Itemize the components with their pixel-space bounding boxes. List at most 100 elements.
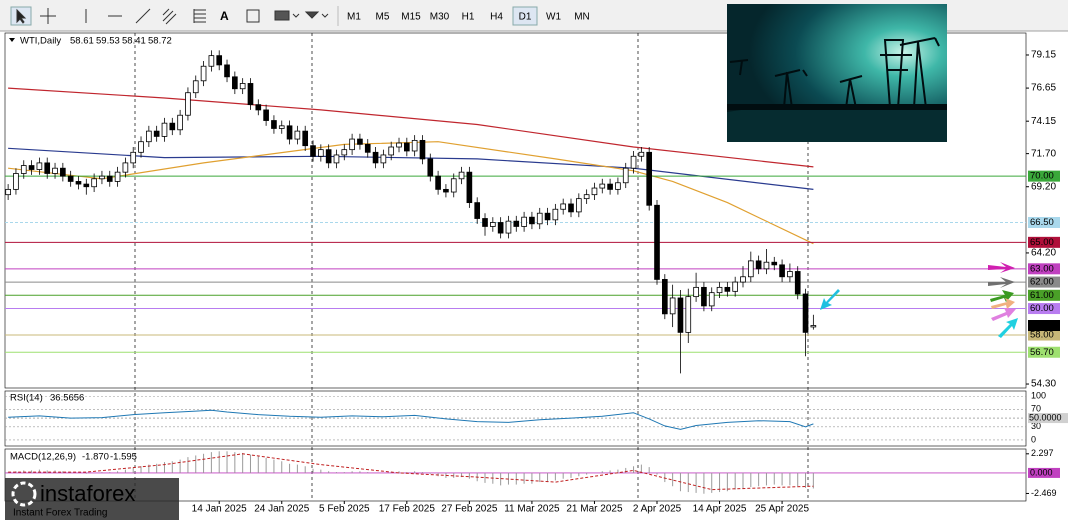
x-tick-label: 11 Mar 2025 bbox=[504, 504, 560, 515]
candle-body bbox=[560, 203, 567, 210]
candle-body bbox=[779, 264, 785, 278]
candle-body bbox=[388, 146, 395, 156]
candle-body bbox=[364, 143, 371, 153]
level-label: 63.00 bbox=[1030, 263, 1054, 274]
header-arrow bbox=[9, 38, 15, 42]
macd-zero-box bbox=[1028, 467, 1060, 478]
y-tick-label: 69.20 bbox=[1031, 181, 1056, 192]
channel-icon[interactable] bbox=[162, 8, 177, 25]
candle-body bbox=[161, 122, 168, 137]
candle-body bbox=[216, 55, 223, 66]
candle-body bbox=[669, 297, 676, 315]
price-label: 58.72 bbox=[1030, 320, 1054, 331]
candle-body bbox=[75, 181, 82, 185]
arrow bbox=[988, 262, 1015, 273]
candle-body bbox=[521, 216, 527, 227]
candle-body bbox=[302, 130, 309, 147]
rsi-tick-label: 30 bbox=[1031, 421, 1041, 431]
text-tool-icon[interactable]: A bbox=[220, 9, 229, 23]
oil-picture bbox=[727, 4, 947, 142]
level-label: 58.00 bbox=[1030, 330, 1054, 341]
candle-body bbox=[349, 138, 355, 151]
level-arrows bbox=[820, 262, 1018, 338]
logo-background bbox=[5, 478, 179, 520]
candle-body bbox=[5, 188, 11, 196]
timeframe-button[interactable]: MN bbox=[574, 12, 590, 23]
candle-body bbox=[13, 173, 19, 190]
candle-body bbox=[185, 92, 191, 116]
level-label-box bbox=[1028, 289, 1060, 301]
candle-body bbox=[169, 122, 176, 131]
x-tick-label: 2 Apr 2025 bbox=[633, 504, 682, 515]
candle-body bbox=[239, 83, 246, 90]
timeframe-button[interactable]: M5 bbox=[376, 12, 390, 23]
candle-body bbox=[474, 202, 481, 219]
rsi-line bbox=[8, 409, 814, 430]
candle-body bbox=[341, 149, 348, 156]
ohlc-value: 58.41 bbox=[122, 36, 146, 47]
candle-body bbox=[435, 175, 441, 190]
candle-body bbox=[200, 65, 207, 82]
candle-body bbox=[36, 162, 43, 170]
candle-body bbox=[130, 151, 137, 164]
timeframe-button[interactable]: H4 bbox=[490, 12, 503, 23]
candle-body bbox=[763, 261, 770, 270]
candle-body bbox=[232, 76, 238, 90]
tool-buttons[interactable]: A bbox=[10, 6, 329, 26]
timeframe-button[interactable]: W1 bbox=[546, 12, 561, 23]
macd-main-value: -1.870 bbox=[82, 452, 109, 463]
timeframe-button[interactable]: M1 bbox=[347, 12, 361, 23]
macd-tick-label: 0.000 bbox=[1030, 467, 1053, 477]
candle-body bbox=[505, 220, 512, 234]
candle-body bbox=[732, 281, 739, 292]
macd-name: MACD(12,26,9) bbox=[10, 452, 76, 463]
timeframe-selected[interactable] bbox=[512, 6, 538, 26]
x-tick-label: 17 Feb 2025 bbox=[379, 504, 436, 515]
level-label-box bbox=[1028, 303, 1060, 315]
y-tick-label: 71.70 bbox=[1031, 148, 1056, 159]
trendline-icon[interactable] bbox=[135, 8, 151, 24]
arrows-icon[interactable] bbox=[304, 11, 320, 19]
rsi-tick-label: 70 bbox=[1031, 404, 1041, 414]
candle-body bbox=[708, 292, 715, 307]
candle-body bbox=[724, 286, 731, 292]
timeframe-button[interactable]: M30 bbox=[430, 12, 450, 23]
timeframe-button[interactable]: D1 bbox=[519, 12, 532, 23]
candle-body bbox=[138, 141, 144, 153]
candle-body bbox=[693, 286, 699, 298]
candle-body bbox=[224, 64, 230, 78]
y-tick-label: 54.30 bbox=[1031, 379, 1056, 390]
shapes-dropdown[interactable] bbox=[292, 13, 300, 18]
candle-body bbox=[591, 187, 598, 196]
candle-body bbox=[91, 178, 97, 188]
candle-body bbox=[654, 204, 660, 280]
candle-body bbox=[67, 175, 74, 182]
ohlc-value: 58.61 bbox=[70, 36, 94, 47]
timeframe-button[interactable]: M15 bbox=[401, 12, 421, 23]
crosshair-icon[interactable] bbox=[40, 8, 56, 24]
candle-body bbox=[466, 171, 473, 204]
x-tick-label: 27 Feb 2025 bbox=[441, 504, 498, 515]
shapes-icon[interactable] bbox=[274, 10, 290, 21]
moving-average bbox=[8, 147, 814, 190]
candle-body bbox=[615, 182, 621, 190]
candle-body bbox=[271, 120, 277, 129]
candle-body bbox=[794, 271, 801, 295]
level-label: 65.00 bbox=[1030, 237, 1054, 248]
macd-signal bbox=[8, 453, 814, 491]
candle-body bbox=[677, 297, 684, 333]
fibo-icon[interactable] bbox=[193, 9, 206, 23]
timeframe-button[interactable]: H1 bbox=[462, 12, 475, 23]
candle-body bbox=[20, 165, 27, 174]
level-label-box bbox=[1028, 263, 1060, 275]
candle-body bbox=[630, 155, 637, 169]
candle-body bbox=[372, 151, 379, 164]
label-tool-icon[interactable] bbox=[246, 9, 260, 23]
candle-body bbox=[576, 198, 582, 213]
arrows-dropdown[interactable] bbox=[321, 13, 329, 18]
rsi-tick-label: 0 bbox=[1031, 434, 1036, 444]
candle-body bbox=[622, 167, 629, 184]
moving-average bbox=[8, 87, 814, 168]
x-tick-label: 21 Mar 2025 bbox=[566, 504, 623, 515]
